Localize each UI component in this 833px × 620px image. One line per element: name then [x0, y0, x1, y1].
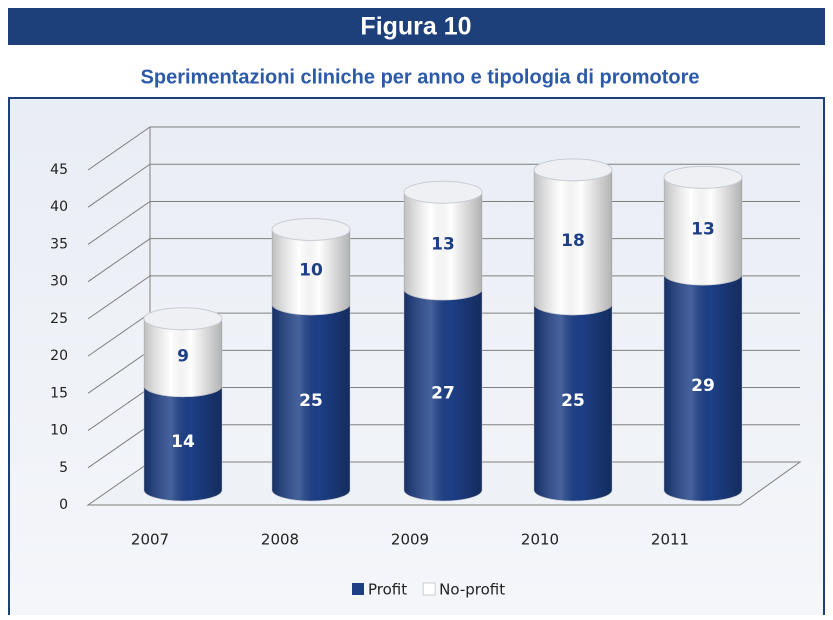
y-tick-label: 25	[50, 311, 68, 327]
x-tick-label: 2007	[131, 531, 169, 549]
value-label: 25	[561, 391, 585, 411]
y-tick-label: 45	[50, 162, 68, 178]
y-tick-label: 40	[50, 199, 68, 215]
legend-swatch	[352, 583, 364, 595]
y-tick-label: 5	[59, 460, 68, 476]
value-label: 27	[431, 384, 455, 404]
cylinder-top	[271, 217, 351, 241]
y-tick-label: 10	[50, 423, 68, 439]
x-tick-label: 2010	[521, 531, 559, 549]
grid-line	[87, 126, 800, 171]
value-label: 9	[177, 346, 189, 366]
legend-label: Profit	[368, 581, 407, 599]
y-tick-label: 35	[50, 236, 68, 252]
value-label: 10	[299, 261, 323, 281]
value-label: 29	[691, 376, 715, 396]
y-tick-label: 0	[59, 497, 68, 513]
legend-swatch	[422, 582, 436, 596]
cylinder-top	[143, 307, 223, 331]
figure-label: Figura 10	[360, 13, 471, 41]
header-bar	[8, 8, 825, 45]
value-label: 18	[561, 231, 585, 251]
chart-title: Sperimentazioni cliniche per anno e tipo…	[141, 66, 700, 88]
legend-label: No-profit	[439, 581, 505, 599]
cylinder-top	[403, 180, 483, 204]
value-label: 25	[299, 391, 323, 411]
x-tick-label: 2009	[391, 531, 429, 549]
x-tick-label: 2008	[261, 531, 299, 549]
value-label: 13	[691, 220, 715, 240]
x-tick-label: 2011	[651, 531, 689, 549]
y-tick-label: 20	[50, 348, 68, 364]
y-tick-label: 30	[50, 274, 68, 290]
cylinder-top	[663, 165, 743, 189]
y-tick-label: 15	[50, 385, 68, 401]
value-label: 14	[171, 432, 195, 452]
value-label: 13	[431, 235, 455, 255]
cylinder-top	[533, 158, 613, 182]
